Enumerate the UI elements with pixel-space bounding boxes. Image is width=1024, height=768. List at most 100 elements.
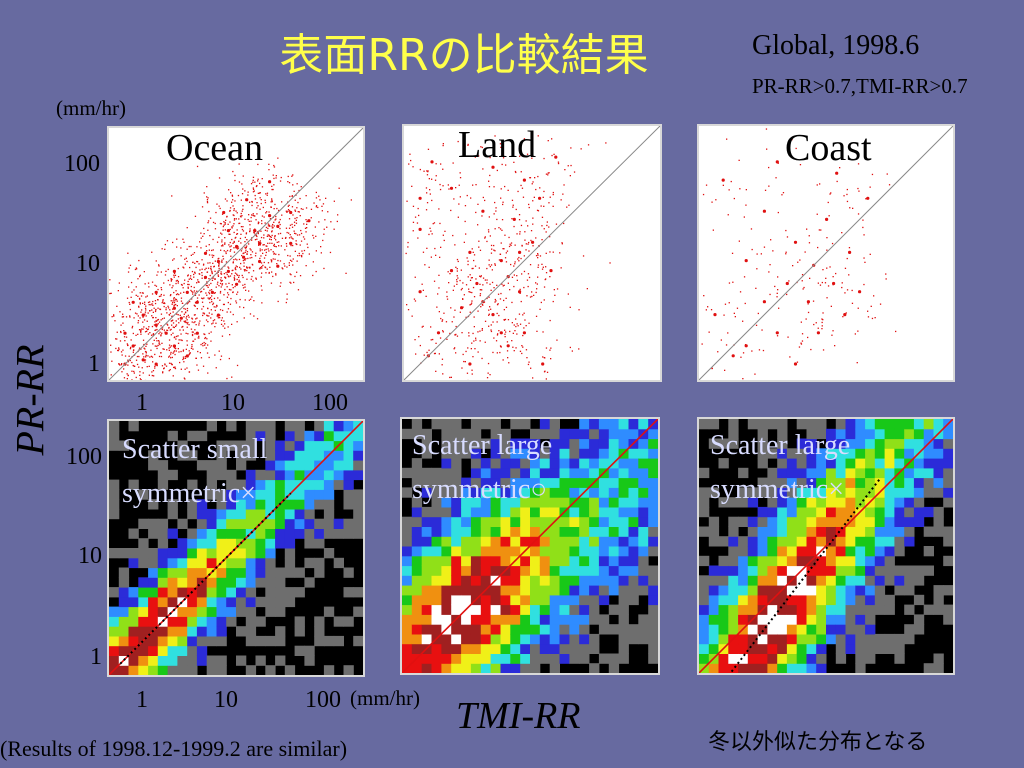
scatter-point (265, 193, 267, 195)
density-cell (539, 458, 551, 469)
scatter-point (142, 316, 144, 318)
density-cell (187, 655, 198, 666)
density-cell (855, 643, 866, 654)
density-cell (187, 616, 198, 627)
scatter-point (219, 282, 222, 285)
density-cell (598, 477, 610, 488)
density-cell (510, 458, 521, 469)
density-cell (490, 438, 501, 449)
scatter-point (221, 317, 223, 319)
scatter-point (295, 240, 297, 242)
density-cell (757, 653, 768, 664)
density-cell (618, 536, 629, 547)
scatter-point (192, 340, 195, 342)
density-cell (747, 663, 759, 673)
scatter-point (561, 243, 563, 245)
density-cell (845, 458, 856, 469)
scatter-point (712, 229, 714, 231)
density-cell (757, 614, 768, 625)
scatter-point (467, 144, 469, 146)
scatter-point (303, 223, 305, 225)
density-cell (796, 506, 807, 518)
density-cell (835, 565, 847, 576)
density-cell (343, 665, 354, 675)
scatter-point (207, 229, 209, 231)
scatter-point (751, 350, 753, 352)
scatter-point (528, 250, 530, 252)
density-cell (480, 614, 492, 625)
scatter-point (822, 269, 824, 271)
scatter-point (460, 269, 462, 271)
density-cell (216, 655, 227, 666)
density-cell (855, 458, 866, 469)
scatter-point (183, 267, 185, 269)
scatter-point (710, 309, 713, 311)
scatter-point (182, 238, 184, 240)
scatter-point (145, 327, 147, 330)
density-cell (470, 526, 482, 537)
scatter-point (228, 288, 231, 291)
scatter-point (180, 247, 182, 249)
scatter-point (163, 329, 165, 331)
scatter-point (289, 259, 292, 261)
scatter-point (503, 248, 505, 250)
scatter-point (241, 228, 244, 231)
scatter-point (206, 281, 208, 283)
density-cell (796, 663, 807, 673)
density-cell (608, 428, 620, 440)
scatter-point (183, 377, 185, 379)
density-cell (451, 458, 462, 469)
density-cell (451, 448, 462, 459)
density-cell (216, 635, 227, 647)
scatter-point (520, 257, 522, 260)
scatter-point (120, 351, 123, 353)
scatter-point (244, 246, 246, 248)
scatter-point (480, 276, 482, 278)
scatter-point (283, 263, 285, 265)
xtick-bottom-10: 10 (214, 687, 238, 713)
scatter-point (813, 323, 815, 326)
density-cell (569, 438, 580, 449)
scatter-point (305, 231, 307, 233)
scatter-point (862, 226, 864, 229)
density-cell (167, 557, 178, 569)
scatter-point (879, 303, 882, 305)
scatter-point (131, 344, 135, 348)
density-cell (216, 499, 227, 510)
density-cell (520, 467, 531, 479)
scatter-point (174, 347, 177, 350)
scatter-point (233, 208, 235, 210)
density-cell (806, 565, 817, 576)
scatter-point (248, 243, 250, 245)
density-cell (480, 516, 492, 527)
scatter-point (168, 339, 171, 341)
scatter-point (171, 303, 173, 305)
density-cell (402, 526, 413, 537)
scatter-point (170, 345, 173, 347)
scatter-point (173, 350, 176, 352)
density-cell (304, 577, 315, 588)
density-cell (806, 526, 817, 537)
scatter-point (183, 320, 185, 322)
scatter-point (160, 352, 162, 354)
scatter-point (513, 350, 515, 352)
density-cell (470, 536, 482, 547)
scatter-point (318, 195, 320, 197)
scatter-point (223, 294, 225, 296)
scatter-point (528, 276, 531, 279)
scatter-point (184, 357, 187, 359)
scatter-point (519, 288, 521, 291)
scatter-point (300, 229, 302, 232)
scatter-point (542, 356, 544, 358)
scatter-point (549, 236, 551, 238)
scatter-point (500, 242, 502, 244)
density-cell (109, 548, 120, 559)
density-cell (314, 440, 325, 451)
scatter-point (163, 302, 165, 304)
scatter-point (785, 229, 787, 232)
scatter-point (120, 364, 123, 366)
scatter-point (236, 266, 238, 268)
density-cell (304, 508, 315, 520)
density-cell (923, 448, 934, 459)
scatter-point (754, 373, 756, 375)
